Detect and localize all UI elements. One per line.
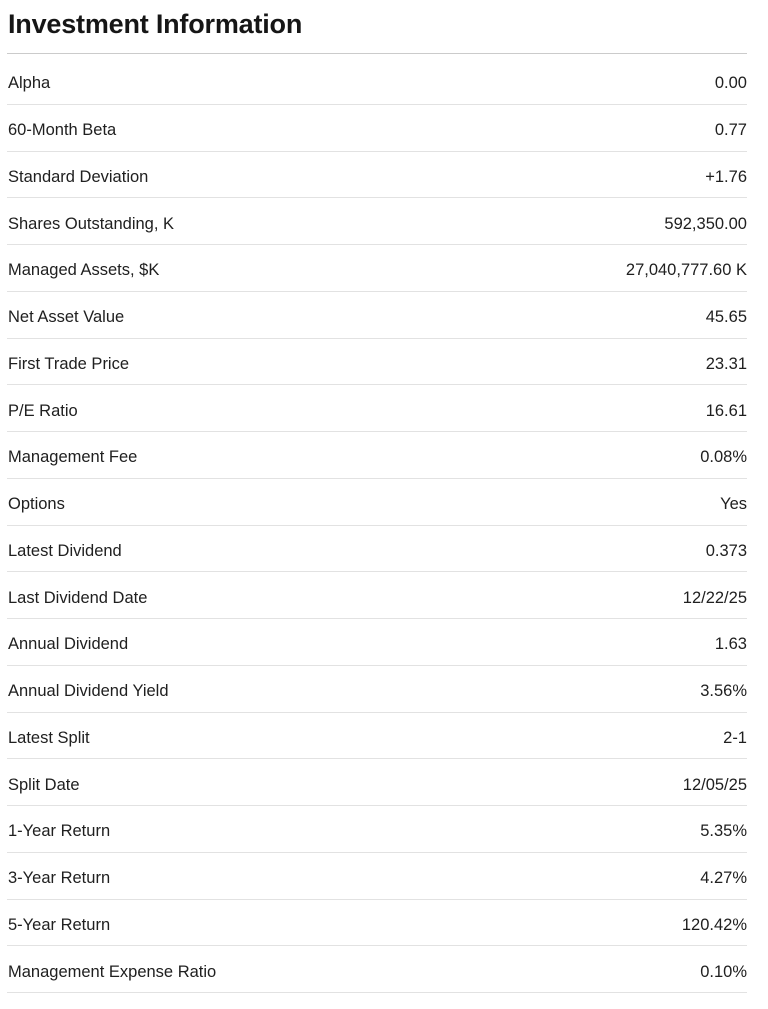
table-row: Shares Outstanding, K 592,350.00 xyxy=(7,198,747,245)
table-row: Split Date 12/05/25 xyxy=(7,759,747,806)
row-value: 0.08% xyxy=(700,448,747,467)
row-value: 12/22/25 xyxy=(682,588,747,607)
row-label: 3-Year Return xyxy=(8,869,111,888)
row-value: 0.00 xyxy=(714,74,747,93)
table-row: P/E Ratio 16.61 xyxy=(7,385,747,432)
row-label: First Trade Price xyxy=(8,354,130,373)
row-value: Yes xyxy=(720,495,747,514)
investment-info-table: Alpha 0.00 60-Month Beta 0.77 Standard D… xyxy=(7,54,747,993)
row-value: 2-1 xyxy=(723,728,747,747)
row-label: Options xyxy=(8,495,65,514)
row-label: Management Fee xyxy=(8,448,138,467)
table-row: Last Dividend Date 12/22/25 xyxy=(7,572,747,619)
row-value: 0.77 xyxy=(714,121,747,140)
table-row: Annual Dividend 1.63 xyxy=(7,619,747,666)
table-row: 1-Year Return 5.35% xyxy=(7,806,747,853)
table-row: Net Asset Value 45.65 xyxy=(7,292,747,339)
row-label: Latest Dividend xyxy=(8,541,122,560)
table-row: Options Yes xyxy=(7,479,747,526)
table-row: Management Fee 0.08% xyxy=(7,432,747,479)
row-value: 27,040,777.60 K xyxy=(625,261,747,280)
row-label: P/E Ratio xyxy=(8,401,78,420)
table-row: Standard Deviation +1.76 xyxy=(7,152,747,199)
row-label: Alpha xyxy=(8,74,51,93)
table-row: Latest Split 2-1 xyxy=(7,713,747,760)
row-label: Split Date xyxy=(8,775,80,794)
table-row: Annual Dividend Yield 3.56% xyxy=(7,666,747,713)
row-value: 16.61 xyxy=(705,401,747,420)
row-label: 5-Year Return xyxy=(8,915,111,934)
table-row: Managed Assets, $K 27,040,777.60 K xyxy=(7,245,747,292)
row-label: Annual Dividend xyxy=(8,635,129,654)
row-label: Net Asset Value xyxy=(8,308,125,327)
table-row: Management Expense Ratio 0.10% xyxy=(7,946,747,993)
row-value: 45.65 xyxy=(705,308,747,327)
row-value: 3.56% xyxy=(700,682,747,701)
row-label: 1-Year Return xyxy=(8,822,111,841)
row-value: 1.63 xyxy=(714,635,747,654)
row-value: 120.42% xyxy=(681,915,747,934)
row-value: +1.76 xyxy=(705,167,747,186)
row-label: 60-Month Beta xyxy=(8,121,117,140)
row-value: 592,350.00 xyxy=(664,214,747,233)
row-value: 0.10% xyxy=(700,962,747,981)
section-title: Investment Information xyxy=(8,8,303,39)
table-row: 5-Year Return 120.42% xyxy=(7,900,747,947)
row-label: Latest Split xyxy=(8,728,90,747)
row-value: 12/05/25 xyxy=(682,775,747,794)
row-label: Annual Dividend Yield xyxy=(8,682,169,701)
row-label: Standard Deviation xyxy=(8,167,149,186)
row-label: Last Dividend Date xyxy=(8,588,148,607)
table-row: 60-Month Beta 0.77 xyxy=(7,105,747,152)
row-value: 5.35% xyxy=(700,822,747,841)
row-label: Shares Outstanding, K xyxy=(8,214,175,233)
table-row: Alpha 0.00 xyxy=(7,58,747,105)
table-row: Latest Dividend 0.373 xyxy=(7,526,747,573)
row-value: 0.373 xyxy=(705,541,747,560)
section-header: Investment Information xyxy=(7,0,747,54)
table-row: 3-Year Return 4.27% xyxy=(7,853,747,900)
row-label: Management Expense Ratio xyxy=(8,962,217,981)
row-value: 4.27% xyxy=(700,869,747,888)
row-value: 23.31 xyxy=(705,354,747,373)
row-label: Managed Assets, $K xyxy=(8,261,160,280)
table-row: First Trade Price 23.31 xyxy=(7,339,747,386)
